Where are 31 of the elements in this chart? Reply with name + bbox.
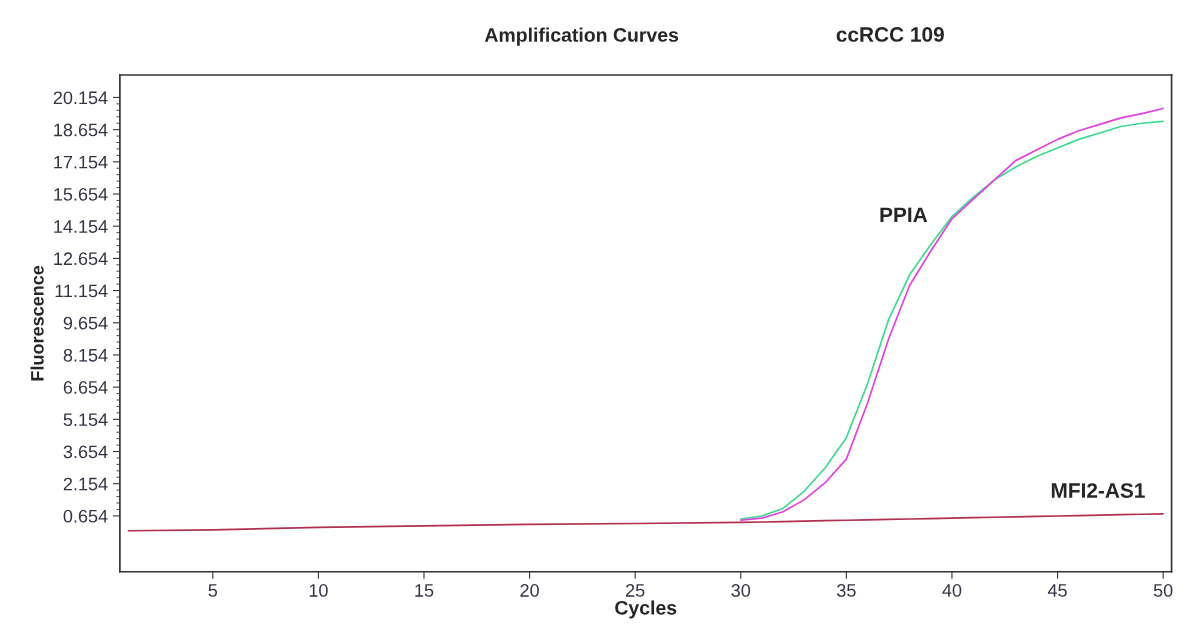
y-tick-label: 6.654: [63, 381, 108, 394]
x-axis-title: Cycles: [615, 600, 677, 619]
y-tick-label: 2.154: [63, 477, 108, 491]
y-tick-label: 15.654: [54, 187, 108, 201]
y-tick-label: 18.654: [54, 123, 108, 137]
y-tick-label: 0.654: [63, 509, 108, 523]
x-tick-label: 20: [520, 584, 539, 597]
y-tick-label: 20.154: [53, 91, 108, 105]
chart-subtitle: ccRCC 109: [836, 27, 944, 42]
x-tick-label: 45: [1047, 584, 1067, 597]
chart-title: Amplification Curves: [484, 27, 679, 46]
x-tick-label: 10: [309, 584, 328, 597]
annotation: PPIA: [880, 207, 928, 222]
y-axis-title: Fluorescence: [30, 265, 44, 381]
y-tick-label: 14.154: [54, 220, 108, 233]
y-tick-label: 3.654: [63, 445, 108, 459]
annotation: MFI2-AS1: [1051, 483, 1145, 498]
x-tick-label: 25: [626, 584, 645, 597]
x-tick-label: 15: [415, 584, 434, 597]
x-tick-label: 40: [942, 584, 962, 597]
y-tick-label: 12.654: [54, 252, 108, 266]
x-tick-label: 30: [731, 584, 751, 597]
y-tick-label: 17.154: [54, 155, 108, 169]
y-tick-label: 8.154: [63, 348, 108, 362]
x-tick-label: 50: [1153, 584, 1173, 597]
x-tick-label: 35: [837, 584, 856, 597]
line-series: [127, 512, 1164, 532]
y-tick-label: 9.654: [63, 316, 108, 330]
y-tick-label: 5.154: [63, 413, 108, 427]
x-tick-label: 5: [208, 584, 218, 597]
y-tick-label: 11.154: [55, 284, 108, 298]
